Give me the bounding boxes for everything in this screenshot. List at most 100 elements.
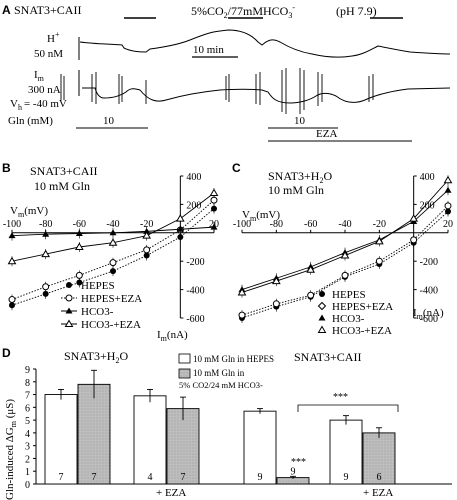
legend-c-hepes-eza: HEPES+EZA — [332, 301, 393, 313]
panel-d-ylabel: Gln-induced ΔGm (μS) — [4, 399, 18, 500]
legend-d-filled-2: 5% CO2/24 mM HCO3- — [179, 380, 263, 390]
data-point — [410, 236, 418, 244]
bar-hco3 — [362, 432, 396, 485]
d-y-tick-label: 6 — [25, 403, 30, 414]
series-hco3- — [8, 222, 218, 241]
data-point — [211, 205, 217, 212]
panel-b-plot — [7, 188, 219, 311]
legend-d-open-swatch — [178, 353, 191, 364]
d-y-tick-label: 0 — [25, 480, 30, 491]
data-point — [8, 232, 16, 239]
data-point — [143, 246, 151, 254]
data-point — [7, 256, 17, 265]
data-point — [307, 291, 315, 299]
series-hco3-eza — [237, 175, 453, 298]
panel-d-letter: D — [2, 346, 11, 360]
data-point — [76, 279, 83, 286]
data-point — [340, 251, 350, 259]
sig-bracket — [297, 404, 399, 412]
y-tick-label: -400 — [186, 286, 204, 297]
panel-c: C SNAT3+H2O 10 mM Gln Vm(mV) Im(nA) -100… — [232, 161, 453, 337]
y-tick-label: -600 — [420, 314, 438, 325]
im-trace — [82, 87, 451, 104]
data-point — [175, 214, 185, 222]
data-point — [42, 230, 50, 237]
data-point — [341, 271, 349, 279]
n-label: 7 — [59, 472, 64, 483]
d-y-tick-label: 2 — [25, 454, 30, 465]
eza-group-label-2: + EZA — [363, 487, 393, 499]
data-point — [108, 238, 118, 246]
data-point — [74, 242, 84, 250]
x-tick-label: 20 — [443, 219, 453, 230]
im-spikes — [60, 68, 374, 114]
data-point — [142, 231, 152, 239]
legend-c-hco3-eza: HCO3-+EZA — [332, 325, 392, 337]
x-tick-label: -100 — [233, 219, 251, 230]
y-tick-label: -200 — [420, 257, 438, 268]
panel-a: A SNAT3+CAII 5%CO2/77mMHCO3- (pH 7.9) H+… — [2, 3, 451, 142]
panel-c-condition: 10 mM Gln — [268, 183, 324, 197]
h-label: H+ — [47, 30, 60, 45]
y-tick-label: 200 — [420, 200, 435, 211]
d-y-tick-label: 9 — [25, 365, 30, 376]
h-trace — [79, 29, 451, 58]
panel-b-letter: B — [2, 161, 11, 175]
legend-b-hepes: HEPES — [81, 280, 115, 292]
x-tick-label: -80 — [39, 219, 52, 230]
n-label: 4 — [148, 472, 153, 483]
data-point — [8, 296, 16, 304]
data-point — [177, 234, 184, 241]
panel-d-bars: 7 7 4 7 9 9 9 6 — [44, 369, 396, 485]
d-y-tick-label: 1 — [25, 467, 30, 478]
data-point — [306, 265, 316, 273]
panel-c-letter: C — [232, 161, 241, 175]
data-point — [444, 186, 452, 193]
panel-b-ylabel: Im(nA) — [157, 329, 188, 343]
data-point — [272, 300, 280, 308]
h-scale-label: 50 nM — [34, 48, 63, 60]
panel-c-construct: SNAT3+H2O — [268, 169, 332, 185]
legend-c-hco3: HCO3- — [332, 313, 365, 325]
data-point — [238, 311, 246, 319]
panel-b: B SNAT3+CAII 10 mM Gln Vm(mV) Im(nA) -10… — [2, 161, 219, 343]
n-label: 9 — [344, 472, 349, 483]
data-point — [409, 214, 419, 222]
gln-value-1: 10 — [103, 115, 115, 127]
n-label: 9 — [258, 472, 263, 483]
y-tick-label: 200 — [186, 200, 201, 211]
n-label: 9 — [291, 467, 296, 478]
data-point — [375, 257, 383, 265]
x-tick-label: -60 — [304, 219, 317, 230]
x-tick-label: -60 — [73, 219, 86, 230]
data-point — [271, 276, 281, 285]
time-scale-label: 10 min — [193, 44, 224, 56]
panel-c-axes: -100 -80 -60 -40 -20 20 400 200 -200 -400 -600 — [233, 172, 453, 325]
legend-b-hco3: HCO3- — [81, 306, 114, 318]
sig-label-1: *** — [291, 457, 306, 468]
y-tick-label: -200 — [186, 257, 204, 268]
panel-b-condition: 10 mM Gln — [34, 179, 90, 193]
legend-d-open: 10 mM Gln in HEPES — [193, 354, 274, 364]
data-point — [75, 230, 83, 237]
bar-hepes — [44, 394, 78, 485]
n-label: 6 — [377, 472, 382, 483]
d-y-tick-label: 3 — [25, 442, 30, 453]
series-hepes-eza — [238, 200, 452, 321]
data-point — [210, 223, 218, 230]
bar-hepes — [329, 419, 363, 485]
n-label: 7 — [92, 472, 97, 483]
data-point — [237, 287, 247, 296]
n-label: 7 — [181, 472, 186, 483]
y-tick-label: -400 — [420, 286, 438, 297]
x-tick-label: -40 — [106, 219, 119, 230]
x-tick-label: -40 — [338, 219, 351, 230]
legend-d-filled-swatch — [178, 368, 191, 379]
panel-b-construct: SNAT3+CAII — [30, 164, 97, 178]
im-scale-label: 300 nA — [28, 84, 61, 96]
d-y-tick-label: 4 — [25, 429, 30, 440]
x-tick-label: -100 — [3, 219, 21, 230]
bar-hco3 — [77, 383, 111, 485]
legend-b-hco3-eza: HCO3-+EZA — [81, 319, 141, 331]
eza-label: EZA — [316, 128, 337, 140]
